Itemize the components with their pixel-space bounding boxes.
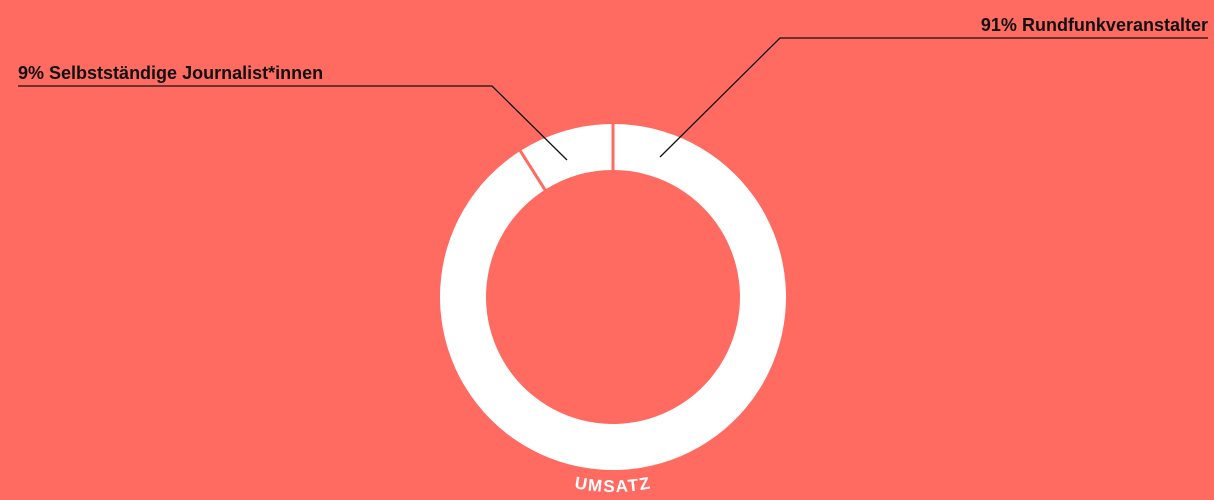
leader-line	[18, 85, 568, 161]
category-label: Selbstständige Journalist*innen	[49, 63, 323, 83]
category-label: Rundfunkveranstalter	[1022, 15, 1208, 35]
leader-line	[659, 37, 1208, 158]
slice	[520, 124, 613, 190]
chart-title: UMSATZ	[573, 473, 651, 496]
value-label: 9%	[18, 63, 44, 83]
value-label: 91%	[981, 15, 1017, 35]
chart-title-wrap: UMSATZ	[573, 473, 652, 496]
slice-label: 91% Rundfunkveranstalter	[981, 15, 1208, 35]
slice-separator	[518, 149, 547, 192]
slice-label: 9% Selbstständige Journalist*innen	[18, 63, 323, 83]
